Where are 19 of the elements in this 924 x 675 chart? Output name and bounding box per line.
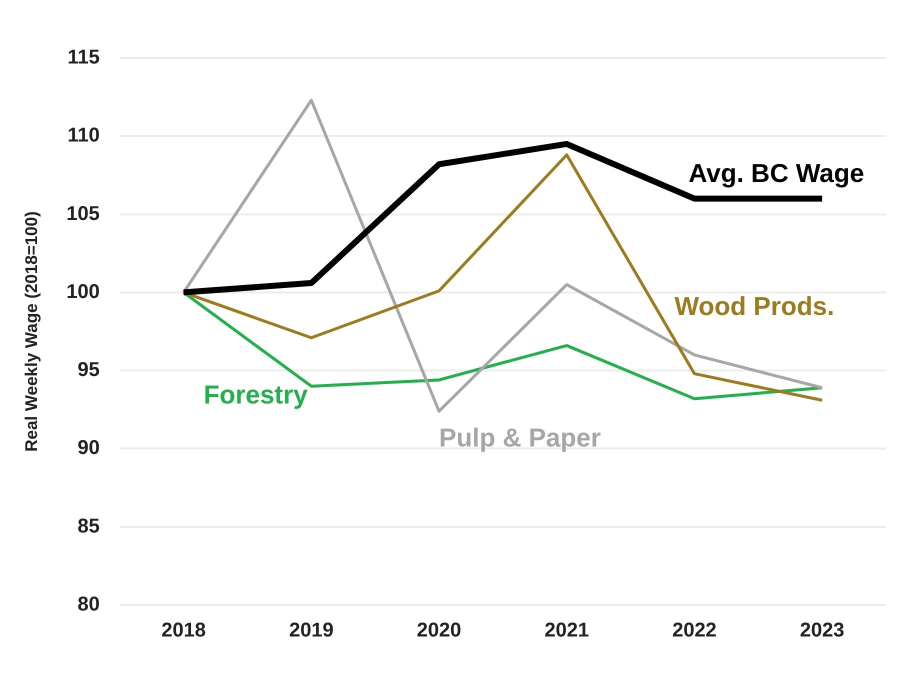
- y-axis-title: Real Weekly Wage (2018=100): [22, 211, 41, 452]
- x-tick-label: 2020: [416, 620, 462, 642]
- x-tick-label: 2022: [672, 620, 717, 642]
- y-tick-label: 80: [78, 594, 100, 616]
- x-tick-label: 2021: [544, 620, 589, 642]
- series-label: Avg. BC Wage: [688, 158, 864, 188]
- y-tick-label: 115: [68, 46, 100, 69]
- x-tick-label: 2018: [161, 620, 206, 642]
- x-tick-label: 2019: [289, 620, 334, 642]
- y-tick-label: 110: [68, 124, 100, 147]
- y-tick-label: 90: [78, 437, 100, 460]
- x-tick-label: 2023: [800, 620, 844, 642]
- series-label: Wood Prods.: [674, 290, 834, 321]
- y-tick-label: 85: [78, 515, 100, 538]
- y-tick-label: 105: [66, 202, 100, 225]
- y-tick-label: 100: [66, 280, 100, 303]
- series-label: Forestry: [204, 380, 308, 410]
- series-label: Pulp & Paper: [439, 422, 601, 452]
- y-tick-label: 95: [78, 359, 100, 382]
